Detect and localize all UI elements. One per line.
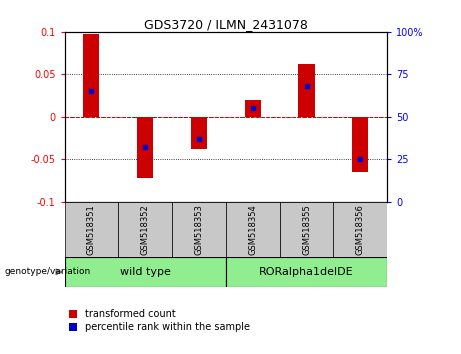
Text: GSM518353: GSM518353 [195, 204, 203, 255]
Bar [333, 202, 387, 257]
Bar [352, 117, 368, 172]
Bar [226, 257, 387, 287]
Bar [137, 117, 153, 178]
Text: GSM518352: GSM518352 [141, 204, 150, 255]
Text: GSM518355: GSM518355 [302, 204, 311, 255]
Bar [83, 34, 100, 117]
Bar [65, 257, 226, 287]
Text: GSM518351: GSM518351 [87, 204, 96, 255]
Bar [298, 64, 314, 117]
Bar [191, 117, 207, 149]
Bar [245, 100, 261, 117]
Text: GSM518354: GSM518354 [248, 204, 257, 255]
Title: GDS3720 / ILMN_2431078: GDS3720 / ILMN_2431078 [144, 18, 308, 31]
Bar [280, 202, 333, 257]
Text: GSM518356: GSM518356 [356, 204, 365, 255]
Text: RORalpha1delDE: RORalpha1delDE [259, 267, 354, 277]
Bar [118, 202, 172, 257]
Text: wild type: wild type [120, 267, 171, 277]
Bar [226, 202, 280, 257]
Bar [172, 202, 226, 257]
Bar [65, 202, 118, 257]
Text: genotype/variation: genotype/variation [5, 267, 91, 276]
Legend: transformed count, percentile rank within the sample: transformed count, percentile rank withi… [70, 309, 250, 332]
